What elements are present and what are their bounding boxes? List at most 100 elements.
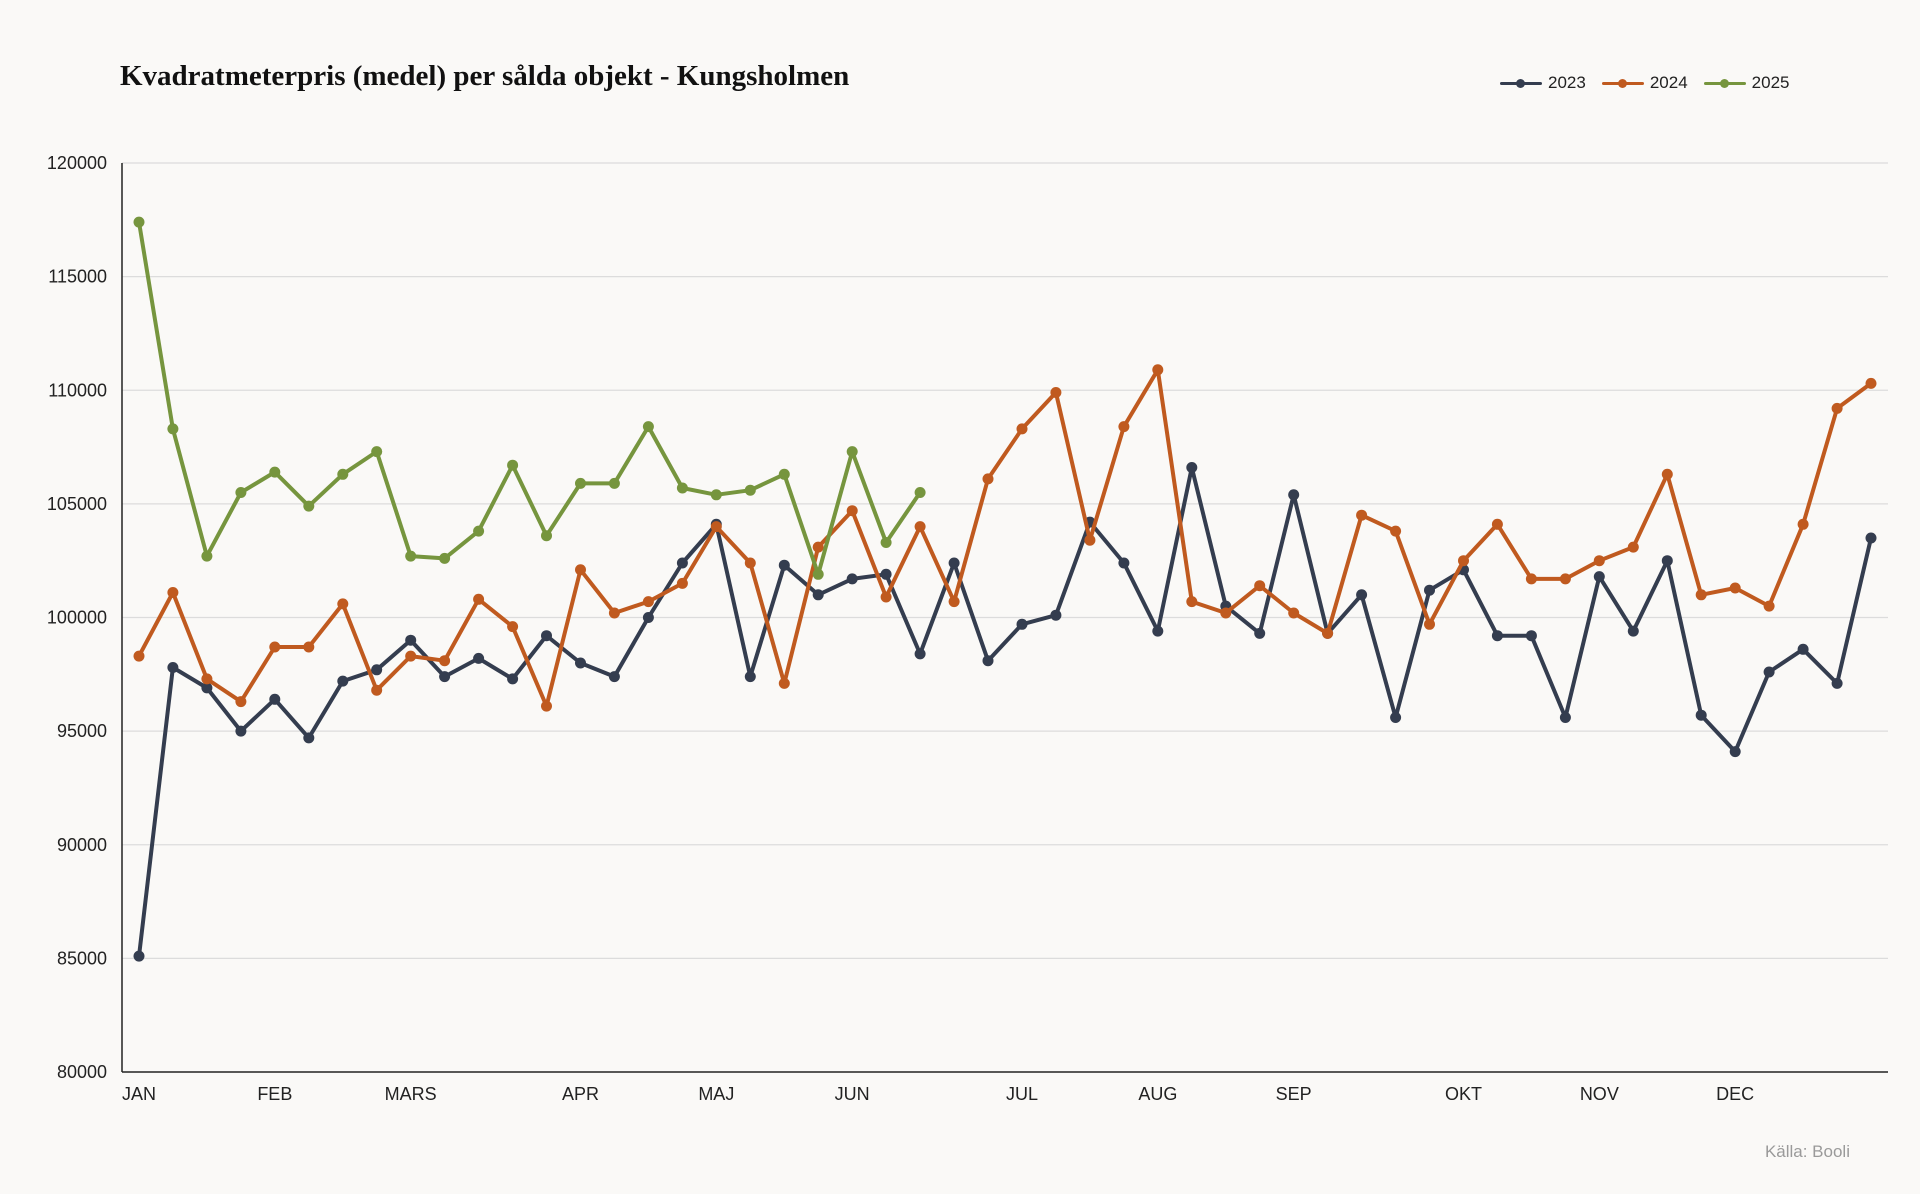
data-point-2024[interactable] — [812, 541, 824, 553]
data-point-2023[interactable] — [1356, 589, 1368, 601]
data-point-2024[interactable] — [1763, 600, 1775, 612]
data-point-2024[interactable] — [337, 598, 349, 610]
data-point-2023[interactable] — [1288, 489, 1300, 501]
data-point-2025[interactable] — [642, 421, 654, 433]
data-point-2023[interactable] — [1729, 746, 1741, 758]
data-point-2024[interactable] — [1729, 582, 1741, 594]
data-point-2023[interactable] — [269, 693, 281, 705]
data-point-2024[interactable] — [914, 521, 926, 533]
data-point-2023[interactable] — [1797, 643, 1809, 655]
data-point-2024[interactable] — [541, 700, 552, 712]
data-point-2024[interactable] — [1288, 607, 1300, 619]
data-point-2023[interactable] — [948, 557, 960, 569]
data-point-2024[interactable] — [1220, 607, 1232, 619]
data-point-2024[interactable] — [846, 505, 858, 517]
data-point-2024[interactable] — [948, 596, 960, 608]
data-point-2023[interactable] — [778, 559, 790, 571]
data-point-2023[interactable] — [303, 732, 315, 744]
data-point-2024[interactable] — [1627, 541, 1639, 553]
data-point-2023[interactable] — [133, 950, 145, 962]
data-point-2024[interactable] — [1661, 468, 1673, 480]
data-point-2023[interactable] — [473, 652, 485, 664]
data-point-2024[interactable] — [473, 593, 485, 605]
data-point-2023[interactable] — [337, 675, 349, 687]
data-point-2023[interactable] — [1593, 571, 1605, 583]
data-point-2023[interactable] — [1661, 555, 1673, 567]
data-point-2024[interactable] — [133, 650, 145, 662]
data-point-2024[interactable] — [1118, 421, 1130, 433]
data-point-2024[interactable] — [405, 650, 417, 662]
data-point-2025[interactable] — [914, 487, 926, 498]
data-point-2023[interactable] — [541, 630, 552, 642]
data-point-2025[interactable] — [541, 530, 552, 542]
data-point-2025[interactable] — [167, 423, 179, 435]
data-point-2024[interactable] — [1356, 509, 1368, 521]
data-point-2024[interactable] — [303, 641, 315, 653]
data-point-2023[interactable] — [235, 725, 247, 737]
data-point-2025[interactable] — [235, 487, 247, 498]
data-point-2023[interactable] — [1016, 618, 1028, 630]
data-point-2024[interactable] — [1797, 518, 1809, 530]
data-point-2023[interactable] — [744, 671, 756, 683]
data-point-2023[interactable] — [846, 573, 858, 585]
data-point-2024[interactable] — [778, 677, 790, 689]
data-point-2024[interactable] — [371, 684, 383, 696]
data-point-2024[interactable] — [608, 607, 620, 619]
data-point-2023[interactable] — [1254, 627, 1266, 639]
data-point-2024[interactable] — [1016, 423, 1028, 435]
data-point-2024[interactable] — [1865, 377, 1877, 389]
data-point-2023[interactable] — [880, 568, 892, 580]
data-point-2024[interactable] — [1491, 518, 1503, 530]
data-point-2023[interactable] — [1865, 532, 1877, 544]
data-point-2023[interactable] — [1491, 630, 1503, 642]
data-point-2023[interactable] — [201, 682, 213, 694]
data-point-2023[interactable] — [1559, 712, 1571, 723]
data-point-2023[interactable] — [1627, 625, 1639, 637]
data-point-2024[interactable] — [1254, 580, 1266, 592]
legend-item-2025[interactable]: 2025 — [1703, 73, 1789, 93]
data-point-2024[interactable] — [439, 655, 451, 667]
data-point-2024[interactable] — [744, 557, 756, 569]
data-point-2025[interactable] — [439, 552, 451, 564]
data-point-2023[interactable] — [167, 662, 179, 673]
data-point-2024[interactable] — [1831, 402, 1843, 414]
data-point-2025[interactable] — [133, 216, 145, 228]
data-point-2024[interactable] — [201, 673, 213, 685]
data-point-2023[interactable] — [575, 657, 586, 669]
data-point-2023[interactable] — [1831, 677, 1843, 689]
data-point-2024[interactable] — [1390, 525, 1402, 537]
data-point-2023[interactable] — [1763, 666, 1775, 678]
data-point-2023[interactable] — [982, 655, 994, 667]
data-point-2025[interactable] — [405, 550, 417, 562]
data-point-2024[interactable] — [676, 577, 688, 589]
data-point-2023[interactable] — [405, 634, 417, 646]
data-point-2024[interactable] — [880, 591, 892, 603]
data-point-2025[interactable] — [812, 568, 824, 580]
data-point-2024[interactable] — [1525, 573, 1537, 585]
data-point-2023[interactable] — [812, 589, 824, 601]
data-point-2023[interactable] — [1390, 712, 1402, 723]
data-point-2023[interactable] — [608, 671, 620, 683]
data-point-2023[interactable] — [914, 648, 926, 660]
data-point-2024[interactable] — [1458, 555, 1469, 567]
data-point-2025[interactable] — [473, 525, 485, 537]
data-point-2025[interactable] — [575, 477, 586, 489]
data-point-2024[interactable] — [710, 521, 722, 533]
data-point-2023[interactable] — [371, 664, 383, 676]
data-point-2025[interactable] — [507, 459, 519, 471]
data-point-2025[interactable] — [710, 489, 722, 501]
data-point-2024[interactable] — [642, 596, 654, 608]
data-point-2024[interactable] — [235, 696, 247, 708]
data-point-2025[interactable] — [371, 446, 383, 458]
data-point-2024[interactable] — [1322, 627, 1334, 639]
data-point-2024[interactable] — [575, 564, 586, 576]
data-point-2023[interactable] — [1050, 609, 1062, 621]
data-point-2023[interactable] — [1118, 557, 1130, 569]
data-point-2024[interactable] — [1050, 387, 1062, 398]
data-point-2024[interactable] — [507, 621, 519, 633]
data-point-2023[interactable] — [1695, 709, 1707, 721]
data-point-2023[interactable] — [642, 612, 654, 623]
data-point-2024[interactable] — [1084, 534, 1096, 546]
data-point-2023[interactable] — [676, 557, 688, 569]
data-point-2025[interactable] — [303, 500, 315, 512]
